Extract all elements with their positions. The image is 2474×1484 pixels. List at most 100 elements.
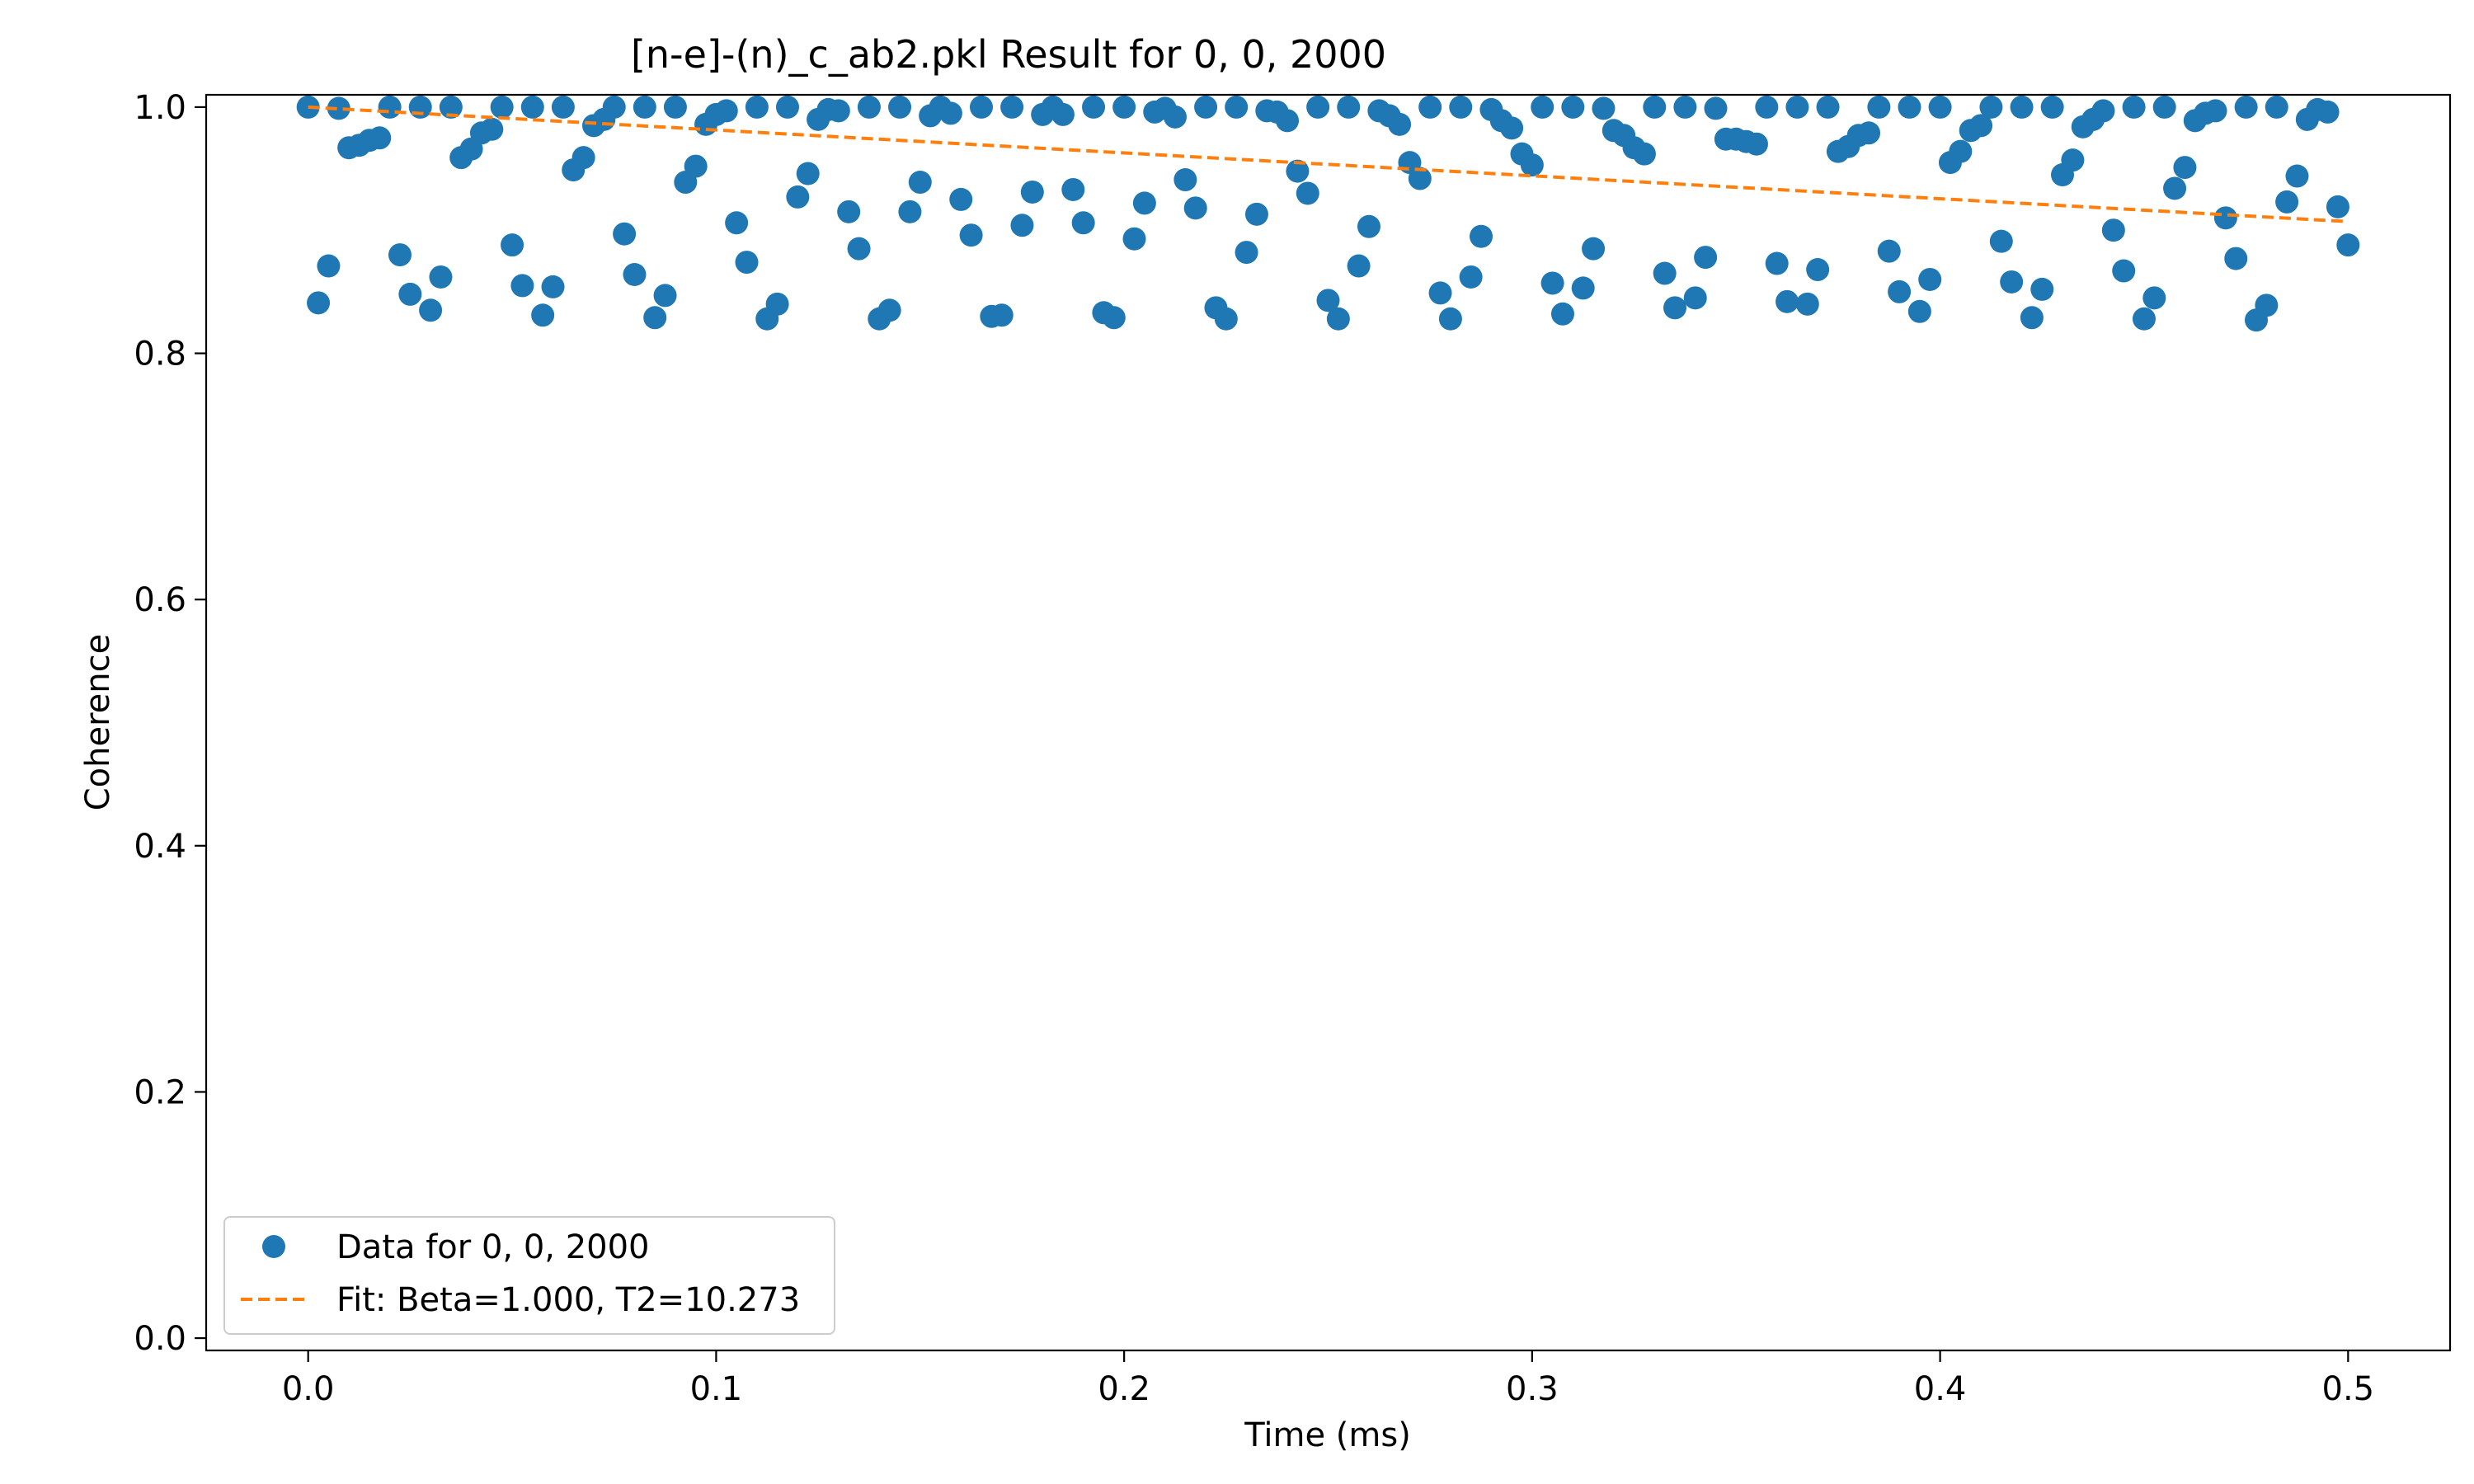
data-point	[2336, 233, 2360, 257]
x-tick-label: 0.5	[2322, 1370, 2375, 1408]
data-point	[1857, 121, 1881, 145]
y-axis-label: Coherence	[79, 634, 117, 811]
data-point	[1306, 95, 1330, 119]
y-axis-ticks: 0.0 0.2 0.4 0.6 0.8 1.0	[134, 89, 206, 1358]
y-tick-label: 1.0	[134, 89, 186, 127]
data-point	[398, 282, 422, 306]
data-point	[643, 306, 667, 330]
plot-area	[296, 95, 2360, 332]
data-point	[1214, 307, 1238, 331]
data-point	[1531, 95, 1554, 119]
data-point	[2173, 156, 2197, 180]
data-point	[1163, 105, 1187, 129]
data-point	[898, 200, 922, 223]
data-point	[480, 117, 504, 141]
x-axis-label: Time (ms)	[1244, 1416, 1411, 1454]
data-point	[490, 95, 514, 119]
data-point	[888, 95, 912, 119]
data-point	[1653, 261, 1677, 285]
data-point	[1183, 196, 1207, 220]
data-point	[571, 146, 595, 170]
data-point	[1785, 95, 1809, 119]
data-point	[1704, 96, 1728, 120]
chart-title: [n-e]-(n)_c_ab2.pkl Result for 0, 0, 200…	[631, 32, 1386, 77]
data-point	[1632, 142, 1656, 166]
data-point	[1694, 246, 1718, 270]
data-point	[2030, 277, 2054, 301]
y-tick-label: 0.2	[134, 1073, 186, 1111]
data-point	[1112, 95, 1136, 119]
data-point	[1459, 265, 1483, 289]
data-point	[613, 222, 637, 246]
x-tick-label: 0.0	[282, 1370, 335, 1408]
data-point	[2132, 307, 2156, 331]
data-point	[1582, 237, 1606, 261]
legend-label-fit: Fit: Beta=1.000, T2=10.273	[336, 1281, 800, 1319]
data-point	[2285, 164, 2309, 188]
data-point	[2316, 100, 2340, 124]
data-point	[1918, 267, 1942, 291]
axes-frame	[205, 93, 2452, 1352]
x-tick-label: 0.1	[690, 1370, 743, 1408]
data-point	[429, 265, 453, 289]
data-point	[1000, 95, 1024, 119]
data-point	[1174, 168, 1197, 192]
data-point	[1296, 181, 1319, 205]
y-tick-label: 0.0	[134, 1320, 186, 1358]
data-point	[959, 223, 983, 247]
data-point	[2204, 99, 2227, 123]
data-point	[1907, 299, 1931, 323]
data-point	[1776, 289, 1799, 313]
data-point	[990, 303, 1014, 327]
data-point	[1592, 96, 1616, 120]
data-point	[439, 95, 463, 119]
legend-label-data: Data for 0, 0, 2000	[336, 1228, 650, 1266]
data-point	[663, 95, 687, 119]
data-point	[1388, 112, 1412, 136]
data-point	[1755, 95, 1779, 119]
data-point	[1928, 95, 1952, 119]
data-point	[796, 162, 820, 186]
data-point	[765, 292, 789, 316]
data-point	[2142, 286, 2166, 310]
data-point	[1316, 289, 1340, 312]
y-tick-label: 0.4	[134, 828, 186, 866]
data-point	[2255, 294, 2279, 317]
data-point	[653, 284, 677, 308]
data-point	[2061, 148, 2085, 172]
data-point	[1643, 95, 1667, 119]
data-point	[541, 275, 565, 298]
fit-line	[308, 105, 2349, 223]
data-point	[408, 95, 432, 119]
data-point	[1561, 95, 1585, 119]
data-point	[388, 243, 412, 267]
data-point	[1470, 224, 1493, 248]
data-point	[1550, 302, 1574, 326]
data-point	[368, 126, 392, 150]
data-point	[501, 233, 524, 257]
data-point	[419, 298, 443, 322]
data-point	[786, 185, 810, 209]
data-point	[1683, 286, 1707, 310]
data-point	[1744, 132, 1768, 156]
data-point	[1194, 95, 1218, 119]
data-point	[1337, 95, 1361, 119]
data-point	[307, 291, 331, 315]
data-point	[949, 187, 973, 211]
data-point	[1428, 281, 1452, 305]
data-point	[1020, 180, 1044, 204]
data-point	[1082, 95, 1106, 119]
data-point	[623, 262, 647, 286]
data-point	[2163, 176, 2187, 200]
data-point	[510, 274, 534, 298]
data-point	[1244, 202, 1268, 226]
data-point	[1500, 116, 1524, 140]
data-point	[1418, 95, 1442, 119]
data-point	[1867, 95, 1891, 119]
data-point	[1877, 239, 1901, 263]
data-point	[1122, 227, 1146, 251]
data-point	[2101, 218, 2125, 242]
data-point	[969, 95, 993, 119]
data-point	[775, 95, 799, 119]
